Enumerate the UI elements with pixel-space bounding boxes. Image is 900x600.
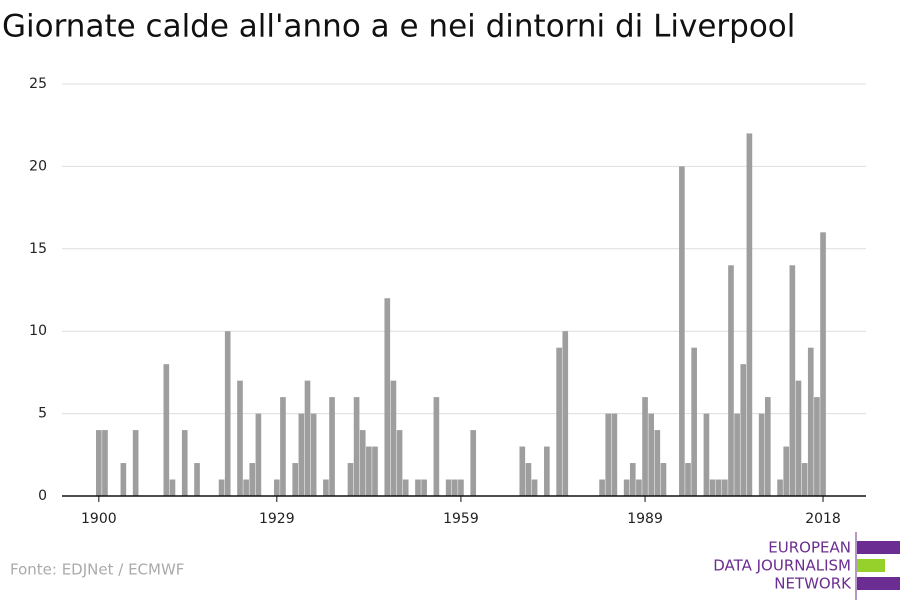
x-tick-label: 1989 xyxy=(627,511,663,527)
bar xyxy=(347,463,354,496)
bar xyxy=(273,479,280,496)
bar xyxy=(237,380,243,496)
bar xyxy=(556,347,562,496)
chart-title: Giornate calde all'anno a e nei dintorni… xyxy=(2,9,795,45)
bar xyxy=(292,463,299,496)
bar xyxy=(795,380,802,496)
bar xyxy=(421,479,427,496)
logo-bar xyxy=(857,559,885,572)
bar xyxy=(310,413,317,496)
bar xyxy=(746,133,753,496)
bar xyxy=(249,463,256,496)
bar xyxy=(611,413,618,496)
bar xyxy=(194,463,200,496)
bar xyxy=(243,479,249,496)
bar xyxy=(783,446,790,496)
bar xyxy=(402,479,409,496)
bar xyxy=(777,479,783,496)
bar xyxy=(304,380,311,496)
bar xyxy=(660,463,667,496)
bar xyxy=(96,430,102,496)
bar xyxy=(396,430,403,496)
bar xyxy=(648,413,655,496)
bar xyxy=(415,479,421,496)
bar xyxy=(102,430,108,496)
bar xyxy=(636,479,642,496)
bar xyxy=(740,364,747,496)
y-tick-label: 0 xyxy=(38,488,47,504)
logo-text: NETWORK xyxy=(774,575,852,593)
bar xyxy=(642,397,648,496)
bar xyxy=(814,397,820,496)
y-tick-label: 25 xyxy=(29,76,47,92)
bar xyxy=(623,479,630,496)
logo-text: DATA JOURNALISM xyxy=(713,557,851,575)
bar xyxy=(280,397,286,496)
bar xyxy=(629,463,636,496)
bar xyxy=(722,479,728,496)
bar xyxy=(709,479,716,496)
x-tick-label: 1900 xyxy=(81,511,117,527)
bar xyxy=(525,463,532,496)
bar xyxy=(599,479,605,496)
x-tick-label: 1959 xyxy=(443,511,479,527)
bar xyxy=(685,463,691,496)
bar xyxy=(224,331,231,496)
logo-bar xyxy=(857,541,900,554)
y-tick-label: 10 xyxy=(29,323,47,339)
bar xyxy=(470,430,477,496)
y-tick-label: 20 xyxy=(29,158,47,174)
bar xyxy=(789,265,796,496)
bar xyxy=(329,397,335,496)
bar xyxy=(384,298,391,496)
bar xyxy=(734,413,740,496)
bar xyxy=(132,430,139,496)
bar xyxy=(679,166,685,496)
bar xyxy=(715,479,722,496)
y-tick-label: 15 xyxy=(29,241,47,257)
bar xyxy=(445,479,452,496)
bar xyxy=(359,430,366,496)
bar xyxy=(544,446,550,496)
bar xyxy=(163,364,170,496)
bar xyxy=(218,479,225,496)
bar xyxy=(120,463,127,496)
bar xyxy=(519,446,526,496)
bar xyxy=(169,479,176,496)
bar xyxy=(181,430,188,496)
logo-bar xyxy=(857,577,900,590)
bar xyxy=(458,479,464,496)
bar xyxy=(298,413,305,496)
bar xyxy=(323,479,329,496)
bar xyxy=(353,397,360,496)
bar xyxy=(390,380,397,496)
bar xyxy=(255,413,262,496)
bar xyxy=(451,479,458,496)
x-tick-label: 1929 xyxy=(259,511,295,527)
bar xyxy=(605,413,612,496)
x-tick-label: 2018 xyxy=(805,511,841,527)
bar xyxy=(801,463,808,496)
bar xyxy=(703,413,710,496)
bar xyxy=(691,347,697,496)
bar xyxy=(764,397,771,496)
bar xyxy=(372,446,378,496)
bar xyxy=(820,232,826,496)
y-tick-label: 5 xyxy=(38,406,47,422)
source: Fonte: EDJNet / ECMWF xyxy=(10,561,184,579)
bar xyxy=(758,413,765,496)
bar xyxy=(807,347,814,496)
bar xyxy=(728,265,734,496)
bar xyxy=(433,397,440,496)
bar xyxy=(366,446,372,496)
bar xyxy=(562,331,569,496)
logo-text: EUROPEAN xyxy=(768,539,851,557)
bar xyxy=(531,479,538,496)
bar xyxy=(654,430,661,496)
